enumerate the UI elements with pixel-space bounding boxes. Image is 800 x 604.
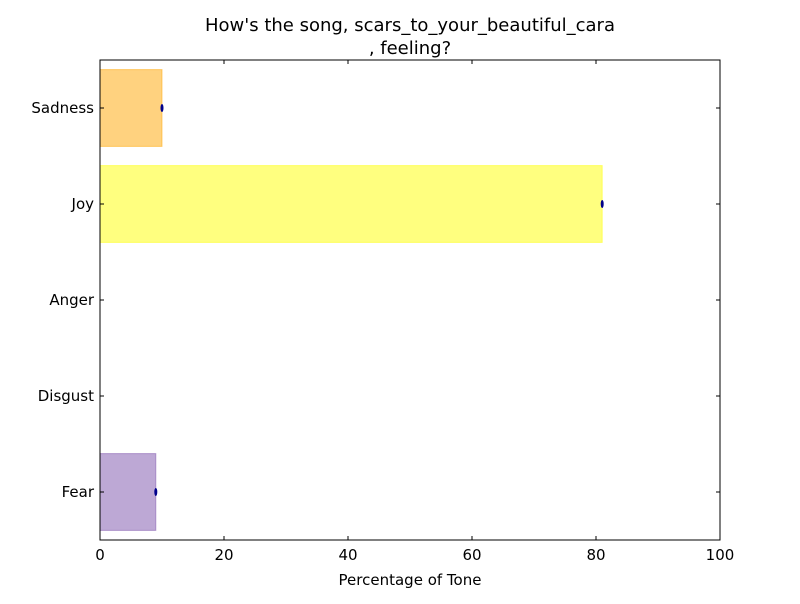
ticks-layer: Fear Disgust Anger Joy Sadness 0 20 40 60 80 100 bbox=[31, 60, 734, 564]
x-tick-label-0: 0 bbox=[95, 546, 105, 564]
bar-sadness bbox=[99, 69, 163, 147]
bar-end-marker-sadness bbox=[160, 104, 164, 112]
y-tick-label-joy: Joy bbox=[71, 195, 95, 213]
chart-title-line-1: How's the song, scars_to_your_beautiful_… bbox=[205, 15, 615, 36]
bar-end-marker-fear bbox=[154, 488, 158, 496]
plot-area-frame bbox=[99, 59, 721, 541]
x-tick-label-80: 80 bbox=[586, 546, 605, 564]
markers-layer bbox=[154, 104, 604, 496]
x-tick-label-100: 100 bbox=[706, 546, 735, 564]
bar-fear bbox=[99, 453, 157, 531]
chart-title-line-2: , feeling? bbox=[369, 38, 451, 59]
y-tick-label-fear: Fear bbox=[62, 483, 95, 501]
bars-layer bbox=[99, 69, 603, 531]
x-axis-label: Percentage of Tone bbox=[339, 571, 482, 589]
y-tick-label-sadness: Sadness bbox=[31, 99, 94, 117]
x-tick-label-20: 20 bbox=[214, 546, 233, 564]
bar-joy bbox=[99, 165, 603, 243]
bar-end-marker-joy bbox=[600, 200, 604, 208]
x-tick-label-40: 40 bbox=[338, 546, 357, 564]
y-tick-label-anger: Anger bbox=[49, 291, 95, 309]
x-tick-label-60: 60 bbox=[462, 546, 481, 564]
y-tick-label-disgust: Disgust bbox=[38, 387, 94, 405]
